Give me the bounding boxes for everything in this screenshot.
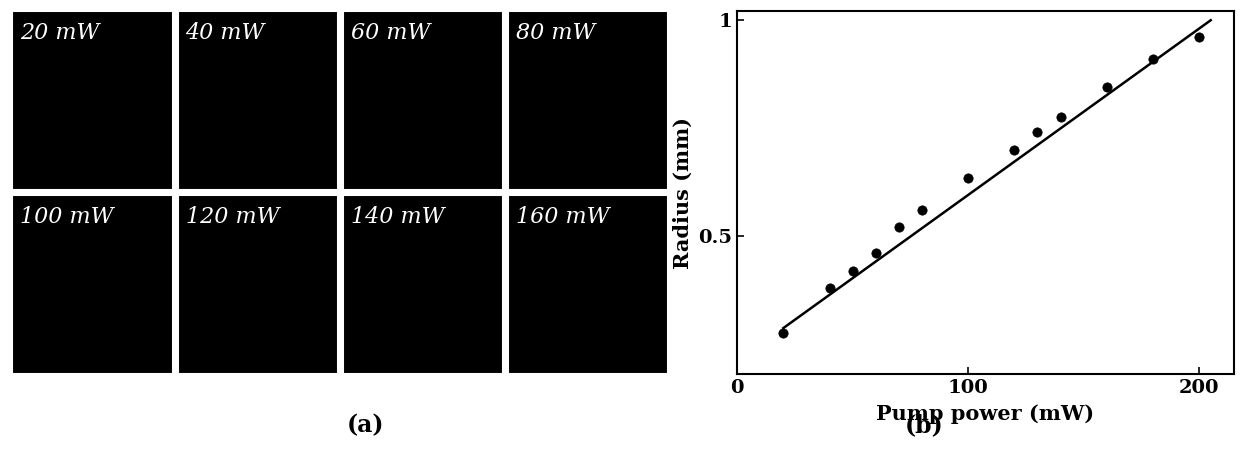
- Text: 80 mW: 80 mW: [516, 22, 595, 44]
- Point: [1143, 55, 1163, 62]
- Text: (a): (a): [347, 414, 384, 437]
- Point: [820, 284, 839, 291]
- Point: [866, 250, 885, 257]
- Point: [1189, 34, 1209, 41]
- Point: [959, 174, 978, 181]
- Point: [843, 267, 863, 274]
- Text: 60 mW: 60 mW: [351, 22, 430, 44]
- Point: [889, 224, 909, 231]
- Point: [1004, 146, 1024, 153]
- Point: [1028, 129, 1048, 136]
- Text: (b): (b): [904, 414, 944, 437]
- Text: 120 mW: 120 mW: [186, 206, 279, 228]
- Y-axis label: Radius (mm): Radius (mm): [673, 117, 693, 269]
- Text: 40 mW: 40 mW: [186, 22, 265, 44]
- Text: 20 mW: 20 mW: [20, 22, 99, 44]
- Point: [774, 330, 794, 337]
- Text: 160 mW: 160 mW: [516, 206, 609, 228]
- Text: 100 mW: 100 mW: [20, 206, 114, 228]
- Point: [1050, 114, 1070, 121]
- Text: 140 mW: 140 mW: [351, 206, 444, 228]
- Point: [1097, 83, 1117, 91]
- X-axis label: Pump power (mW): Pump power (mW): [877, 404, 1095, 424]
- Point: [913, 207, 932, 214]
